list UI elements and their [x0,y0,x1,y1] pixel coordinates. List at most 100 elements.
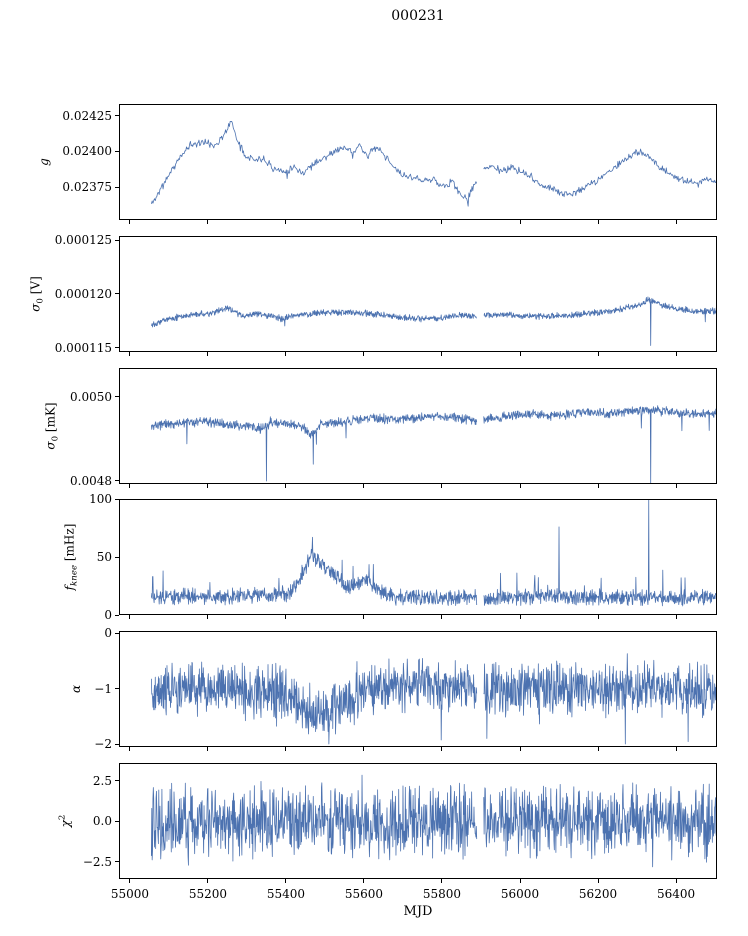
y-axis-title-alpha: α [69,685,83,693]
y-axis-title-part: 2 [57,814,68,821]
x-tick-mark [363,351,365,356]
y-axis-title-part: [mHz] [62,523,77,566]
x-tick-mark [675,483,677,488]
x-tick-label: 55000 [110,887,150,901]
x-tick-label: 55200 [188,887,228,901]
y-axis-title-g: g [37,158,51,166]
y-tick-label: 0.02400 [62,144,112,159]
y-tick-mark [115,632,119,634]
y-tick-mark [115,186,119,188]
x-tick-mark [363,220,365,224]
x-tick-mark [597,615,599,620]
x-tick-mark [441,747,443,752]
x-tick-mark [519,615,521,620]
y-axis-title-chi2: χ2 [58,815,73,828]
x-tick-label: 55800 [422,887,462,901]
subplot-alpha [119,631,717,748]
x-tick-mark [207,220,209,224]
subplot-sigma0-mk [119,367,717,484]
subplot-g [119,104,717,220]
y-axis-title-part: σ [28,303,43,312]
y-tick-mark [115,347,119,348]
y-tick-label: 50 [96,550,112,565]
x-tick-mark [519,220,521,224]
x-tick-label: 56400 [656,887,696,901]
y-tick-mark [115,396,119,398]
y-tick-label: 0.02425 [62,108,112,123]
y-axis-title-fknee: fknee [mHz] [62,524,79,591]
y-tick-mark [115,480,119,482]
x-tick-mark [207,879,209,883]
x-tick-mark [363,483,365,488]
x-tick-mark [597,351,599,356]
x-tick-mark [207,351,209,356]
y-axis-title-sigma0-mk: σ0 [mK] [43,402,60,449]
y-axis-title-part: α [69,685,83,694]
x-tick-mark [519,483,521,488]
x-tick-mark [129,220,131,224]
x-tick-mark [597,747,599,752]
y-tick-mark [115,780,119,782]
x-tick-mark [129,483,131,488]
x-tick-mark [675,351,677,356]
y-axis-title-part: [V] [28,276,43,298]
x-tick-label: 56200 [578,887,618,901]
subplot-fknee [119,499,717,616]
x-tick-mark [441,879,443,883]
x-tick-mark [597,483,599,488]
x-tick-mark [129,615,131,620]
x-tick-mark [441,220,443,224]
y-axis-title-part: f [62,586,77,591]
y-tick-mark [115,150,119,152]
x-tick-mark [285,747,287,752]
y-tick-label: −1 [94,681,112,696]
series-canvas-sigma0-mk [119,367,717,484]
series-canvas-fknee [119,499,717,616]
x-tick-mark [285,615,287,620]
y-tick-label: −2 [94,737,112,752]
x-tick-label: 55600 [344,887,384,901]
y-tick-mark [115,498,119,500]
y-tick-mark [115,239,119,241]
y-tick-label: 0.000115 [54,340,112,355]
x-tick-mark [207,615,209,620]
series-canvas-sigma0-v [119,235,717,352]
y-tick-label: 0.02375 [62,180,112,195]
x-tick-label: 56000 [500,887,540,901]
series-canvas-alpha [119,631,717,748]
series-canvas-chi2 [119,763,717,879]
y-axis-title-part: 0 [35,297,46,304]
y-axis-title-sigma0-v: σ0 [V] [28,276,45,312]
x-tick-mark [519,351,521,356]
y-axis-title-part: 0 [50,435,61,442]
figure-title: 000231 [391,8,445,24]
y-axis-title-part: [mK] [43,401,58,436]
y-tick-mark [115,614,119,616]
x-tick-mark [519,879,521,883]
x-tick-mark [207,747,209,752]
y-tick-label: 2.5 [92,773,112,788]
x-tick-mark [363,879,365,883]
x-tick-mark [285,351,287,356]
y-tick-label: 0 [104,608,112,623]
y-axis-title-part: g [37,158,51,166]
y-tick-label: 100 [89,492,112,507]
y-tick-mark [115,820,119,822]
x-tick-mark [285,879,287,883]
y-tick-mark [115,688,119,690]
y-tick-mark [115,293,119,295]
x-tick-mark [675,615,677,620]
x-tick-mark [597,220,599,224]
x-tick-mark [441,483,443,488]
y-axis-title-part: σ [43,441,58,450]
x-tick-mark [441,351,443,356]
subplot-sigma0-v [119,235,717,352]
y-tick-label: 0.0050 [70,389,112,404]
x-tick-mark [285,220,287,224]
y-tick-mark [115,861,119,863]
x-tick-mark [129,747,131,752]
x-tick-mark [207,483,209,488]
y-tick-label: 0.0048 [70,473,112,488]
x-tick-mark [597,879,599,883]
